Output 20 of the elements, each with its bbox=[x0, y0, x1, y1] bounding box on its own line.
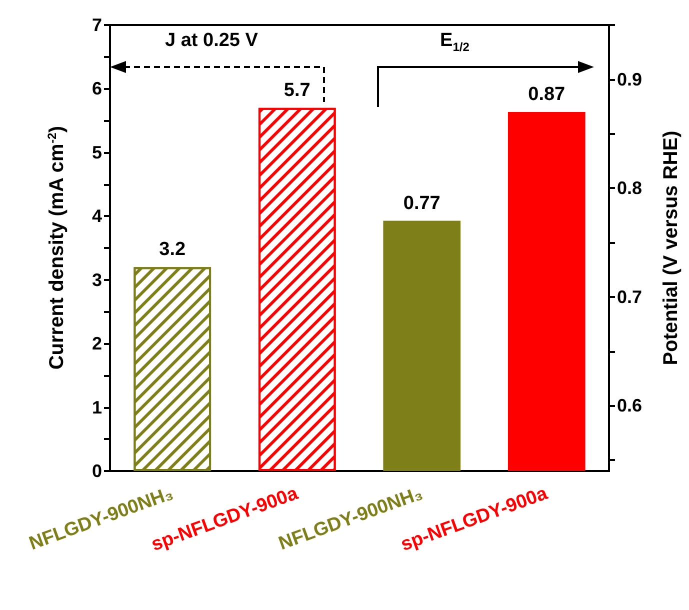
y2-tick-label: 0.7 bbox=[617, 286, 642, 307]
y2-tick-label: 0.6 bbox=[617, 396, 642, 416]
y2-tick-label: 0.8 bbox=[617, 178, 642, 198]
data-label: 0.87 bbox=[528, 84, 566, 106]
annotation: E$_{1/2}$ bbox=[440, 30, 470, 54]
y-tick-label: 4 bbox=[92, 206, 102, 226]
y-tick-label: 3 bbox=[92, 270, 102, 290]
y-axis-title: Current density (mA cm-2) bbox=[45, 126, 68, 370]
y-tick-label: 7 bbox=[92, 15, 102, 35]
y2-tick-label: 0.9 bbox=[617, 69, 642, 90]
data-label: 0.77 bbox=[403, 192, 440, 214]
y2-axis-title: Potential (V versus RHE) bbox=[660, 130, 682, 366]
y-tick-label: 2 bbox=[92, 334, 102, 354]
annotation: J at 0.25 V bbox=[165, 30, 258, 52]
y-tick-label: 0 bbox=[92, 461, 102, 481]
data-label: 5.7 bbox=[284, 80, 310, 101]
y-tick-label: 5 bbox=[92, 142, 102, 162]
data-label: 3.2 bbox=[159, 239, 186, 260]
y-tick-label: 6 bbox=[92, 78, 102, 99]
y-tick-label: 1 bbox=[92, 397, 102, 418]
